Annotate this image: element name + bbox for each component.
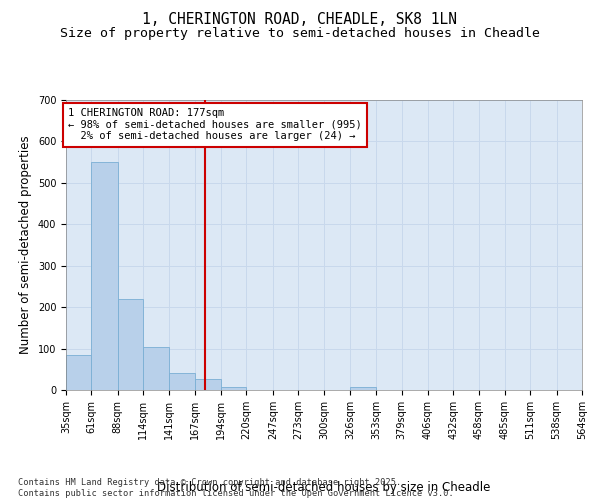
Text: Contains HM Land Registry data © Crown copyright and database right 2025.
Contai: Contains HM Land Registry data © Crown c… [18, 478, 454, 498]
Bar [143, 346, 169, 390]
X-axis label: Distribution of semi-detached houses by size in Cheadle: Distribution of semi-detached houses by … [157, 481, 491, 494]
Text: Size of property relative to semi-detached houses in Cheadle: Size of property relative to semi-detach… [60, 28, 540, 40]
Bar [221, 386, 247, 390]
Bar [195, 379, 221, 390]
Y-axis label: Number of semi-detached properties: Number of semi-detached properties [19, 136, 32, 354]
Bar [118, 299, 143, 390]
Bar [66, 355, 91, 390]
Bar [350, 387, 376, 390]
Text: 1, CHERINGTON ROAD, CHEADLE, SK8 1LN: 1, CHERINGTON ROAD, CHEADLE, SK8 1LN [143, 12, 458, 28]
Bar [169, 374, 195, 390]
Bar [91, 162, 118, 390]
Text: 1 CHERINGTON ROAD: 177sqm
← 98% of semi-detached houses are smaller (995)
  2% o: 1 CHERINGTON ROAD: 177sqm ← 98% of semi-… [68, 108, 362, 142]
